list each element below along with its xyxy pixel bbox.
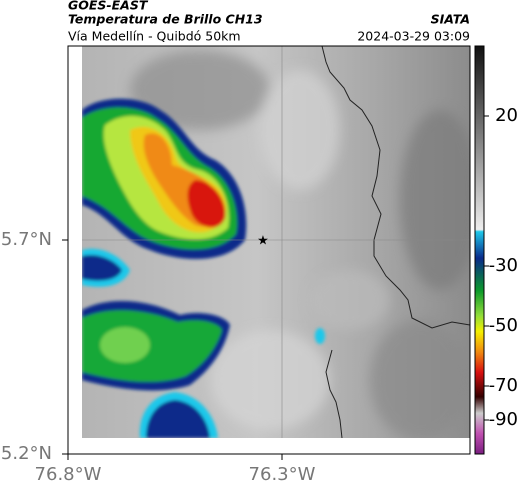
satellite-image: ★ — [82, 46, 470, 438]
colorbar-tick-label: -30 — [489, 255, 518, 276]
x-tick-label: 76.8°W — [35, 464, 102, 485]
y-tick-label: 5.2°N — [1, 443, 52, 464]
route: Vía Medellín - Quibdó 50km — [68, 29, 241, 44]
org: SIATA — [431, 12, 470, 27]
colorbar-tick-label: -90 — [489, 409, 518, 430]
y-tick-label: 5.7°N — [1, 229, 52, 250]
timestamp: 2024-03-29 03:09 — [357, 29, 470, 44]
colorbar-tick-label: -70 — [489, 375, 518, 396]
svg-text:★: ★ — [257, 234, 269, 249]
product: Temperatura de Brillo CH13 — [68, 12, 263, 27]
colorbar-tick-label: 20 — [495, 105, 518, 126]
colorbar — [474, 45, 485, 455]
colorbar-tick-label: -50 — [489, 315, 518, 336]
map-frame — [67, 45, 471, 455]
x-tick-label: 76.3°W — [249, 464, 316, 485]
source: GOES-EAST — [68, 0, 149, 13]
